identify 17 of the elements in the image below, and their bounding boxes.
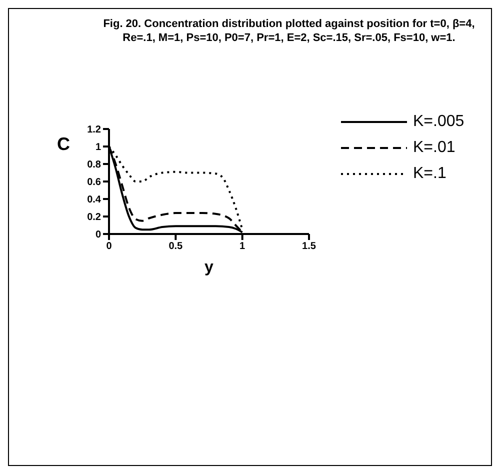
y-tick-label: 0.2 xyxy=(87,212,102,224)
y-tick-label: 0.6 xyxy=(87,177,102,188)
chart-title: Fig. 20. Concentration distribution plotted against position for t=0, β=4, Re=.1, M=1, Ps=10, P0=7, Pr=1, E=2, Sc=.15, Sr=.05, Fs=10, w=1. xyxy=(102,17,476,45)
legend-label: K=.1 xyxy=(413,165,446,183)
y-tick-label: 1 xyxy=(95,142,102,154)
x-tick-label: 1.5 xyxy=(302,241,316,252)
y-axis-title: C xyxy=(57,134,70,154)
legend-label: K=.01 xyxy=(413,139,456,157)
y-tick-label: 0.4 xyxy=(87,194,102,206)
x-axis-title: y xyxy=(204,259,214,276)
x-tick-label: 0.5 xyxy=(168,241,184,252)
y-tick-label: 1.2 xyxy=(87,124,102,136)
y-tick-label: 0 xyxy=(95,230,102,241)
x-tick-label: 1 xyxy=(240,241,246,252)
legend-label: K=.005 xyxy=(413,113,464,131)
x-tick-label: 0 xyxy=(106,241,112,252)
y-tick-label: 0.8 xyxy=(87,160,102,171)
